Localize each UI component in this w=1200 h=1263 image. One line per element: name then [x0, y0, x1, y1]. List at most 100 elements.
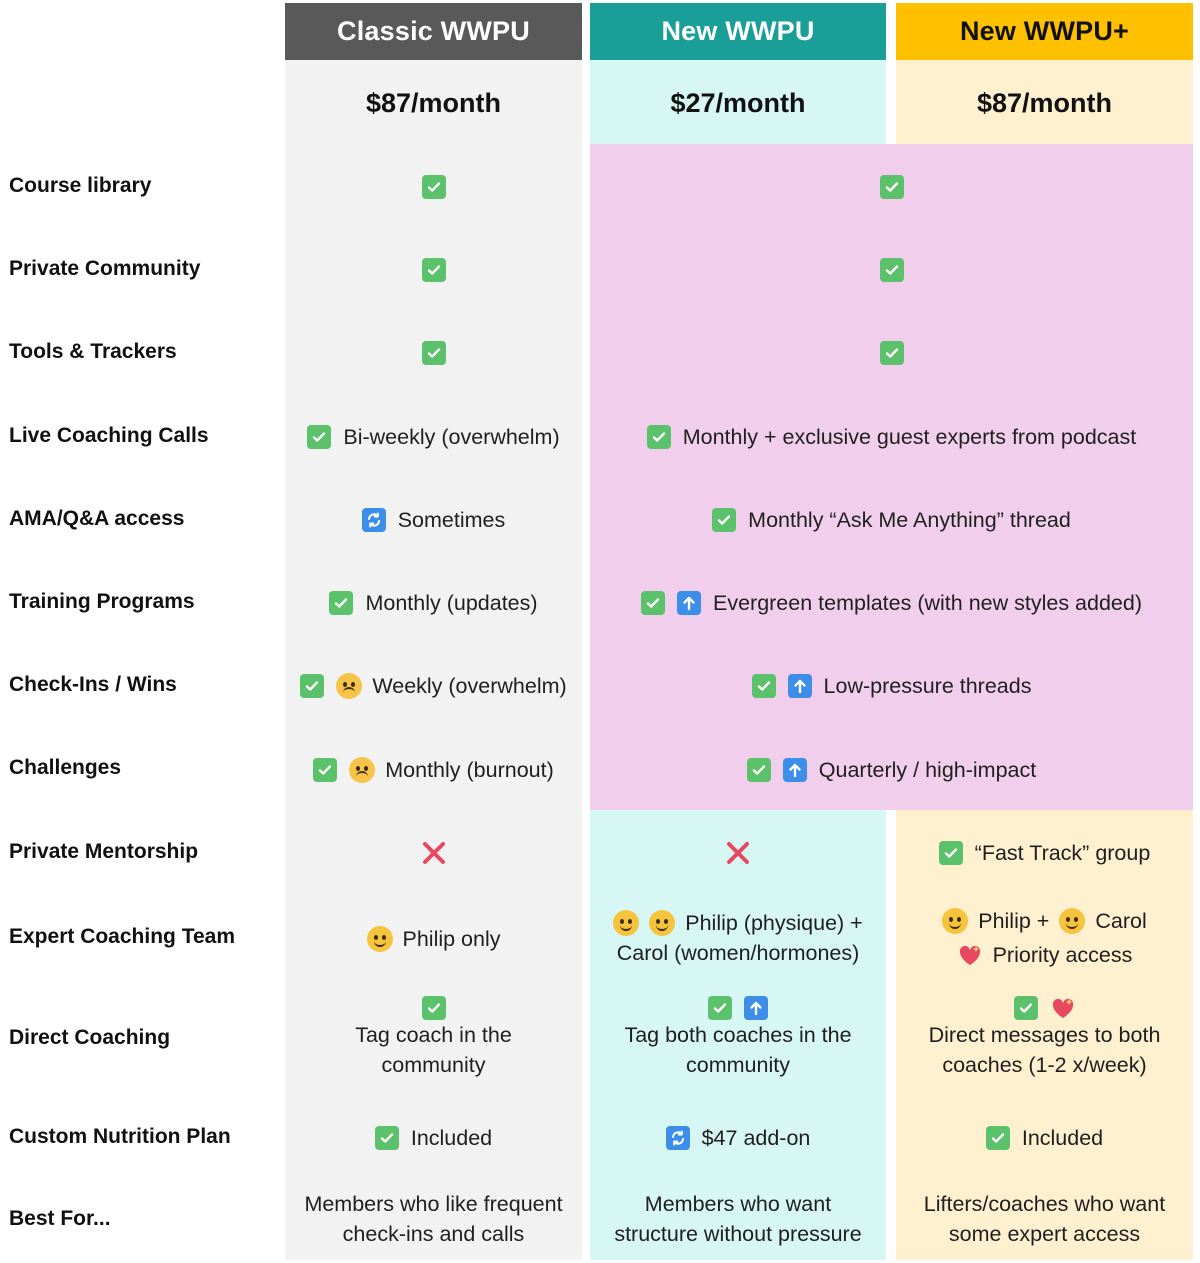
cell-text: Direct messages to both [928, 1023, 1161, 1047]
row-label-direct-coaching: Direct Coaching [9, 1026, 171, 1049]
cell-text: Philip only [402, 927, 501, 951]
cell-text: Tag both coaches in the [624, 1023, 852, 1047]
cell-team-classic: Philip only [285, 924, 582, 954]
cell-checkins-new-plus: Low-pressure threads [590, 671, 1193, 701]
cell-text: Lifters/coaches who want [923, 1192, 1166, 1216]
cell-mentorship-classic [285, 839, 582, 867]
check-icon [640, 591, 665, 615]
cell-text: some expert access [948, 1222, 1141, 1246]
cell-live-new-plus: Monthly + exclusive guest experts from p… [590, 422, 1193, 452]
classic-column-bg [285, 3, 582, 1260]
cell-text: Bi-weekly (overwhelm) [343, 425, 560, 449]
cell-text: Monthly (updates) [365, 591, 538, 615]
check-icon [1013, 996, 1038, 1020]
cell-live-classic: Bi-weekly (overwhelm) [285, 422, 582, 452]
sparkling-heart-icon [957, 943, 983, 967]
up-arrow-icon [787, 674, 812, 698]
cell-text: Carol (women/hormones) [616, 941, 860, 965]
row-label-mentorship: Private Mentorship [9, 840, 199, 863]
sparkling-heart-icon [1050, 996, 1076, 1020]
cell-tools-new-plus [590, 341, 1193, 365]
row-label-nutrition: Custom Nutrition Plan [9, 1125, 231, 1148]
cell-nutrition-classic: Included [285, 1123, 582, 1153]
cell-bestfor-plus: Lifters/coaches who want some expert acc… [896, 1189, 1193, 1249]
cell-text: Quarterly / high-impact [818, 758, 1037, 782]
cell-course-classic [285, 175, 582, 199]
cell-direct-new: Tag both coaches in the community [590, 996, 886, 1080]
row-label-tools-trackers: Tools & Trackers [9, 340, 177, 363]
cell-text: Carol [1095, 909, 1147, 933]
cell-tools-classic [285, 341, 582, 365]
cell-text: Philip + [978, 909, 1050, 933]
row-label-ama: AMA/Q&A access [9, 507, 185, 530]
cell-text: community [381, 1053, 486, 1077]
row-label-training: Training Programs [9, 590, 195, 613]
cell-text: Monthly (burnout) [385, 758, 554, 782]
cell-community-new-plus [590, 258, 1193, 282]
row-label-checkins: Check-Ins / Wins [9, 673, 177, 696]
check-icon [307, 425, 332, 449]
plan-price-plus: $87/month [976, 87, 1113, 118]
cell-bestfor-classic: Members who like frequent check-ins and … [285, 1189, 582, 1249]
cell-text: Monthly + exclusive guest experts from p… [682, 425, 1137, 449]
row-label-private-community: Private Community [9, 257, 201, 280]
worried-face-icon [349, 757, 376, 783]
cell-mentorship-plus: “Fast Track” group [896, 838, 1193, 868]
cell-direct-plus: Direct messages to both coaches (1-2 x/w… [896, 996, 1193, 1080]
up-arrow-icon [744, 996, 768, 1020]
cell-text: check-ins and calls [342, 1222, 525, 1246]
cell-text: Priority access [992, 943, 1133, 967]
cell-team-plus: Philip + Carol Priority access [896, 904, 1193, 972]
grinning-face-icon [1059, 908, 1086, 934]
cell-text: Weekly (overwhelm) [372, 674, 567, 698]
up-arrow-icon [676, 591, 701, 615]
cell-text: $47 add-on [701, 1126, 811, 1150]
cell-text: “Fast Track” group [974, 841, 1151, 865]
cell-text: community [686, 1053, 790, 1077]
grinning-face-icon [649, 910, 676, 936]
cell-text: Tag coach in the [355, 1023, 512, 1047]
worried-face-icon [336, 673, 363, 699]
cell-text: coaches (1-2 x/week) [942, 1053, 1147, 1077]
check-icon [708, 996, 732, 1020]
row-label-coaching-team: Expert Coaching Team [9, 925, 235, 948]
cycle-arrows-icon [361, 508, 386, 532]
check-icon [938, 841, 963, 865]
check-icon [421, 996, 446, 1020]
cell-text: structure without pressure [614, 1222, 862, 1246]
check-icon [313, 758, 338, 782]
check-icon [300, 674, 325, 698]
check-icon [751, 674, 776, 698]
check-icon [985, 1126, 1010, 1150]
row-label-best-for: Best For... [9, 1207, 111, 1230]
cell-direct-classic: Tag coach in the community [285, 996, 582, 1080]
cell-text: Monthly “Ask Me Anything” thread [748, 508, 1071, 532]
cell-challenges-new-plus: Quarterly / high-impact [590, 755, 1193, 785]
plan-header-plus: New WWPU+ [896, 3, 1193, 60]
up-arrow-icon [782, 758, 807, 782]
cell-checkins-classic: Weekly (overwhelm) [285, 671, 582, 701]
check-icon [879, 175, 904, 199]
cell-course-new-plus [590, 175, 1193, 199]
cell-bestfor-new: Members who want structure without press… [590, 1189, 886, 1249]
smiling-face-icon [613, 910, 640, 936]
check-icon [879, 258, 904, 282]
cell-community-classic [285, 258, 582, 282]
cross-mark-icon [420, 839, 448, 867]
cell-team-new: Philip (physique) + Carol (women/hormone… [590, 908, 886, 968]
cell-text: Members who want [644, 1192, 832, 1216]
cell-nutrition-plus: Included [896, 1123, 1193, 1153]
check-icon [329, 591, 354, 615]
plan-header-classic: Classic WWPU [285, 3, 582, 60]
cell-text: Sometimes [397, 508, 506, 532]
cycle-arrows-icon [665, 1126, 690, 1150]
row-label-challenges: Challenges [9, 756, 122, 779]
plan-header-new: New WWPU [590, 3, 886, 60]
cell-mentorship-new [590, 839, 886, 867]
check-icon [646, 425, 671, 449]
smiling-face-icon [942, 908, 969, 934]
check-icon [746, 758, 771, 782]
check-icon [879, 341, 904, 365]
cell-text: Evergreen templates (with new styles add… [712, 591, 1142, 615]
check-icon [712, 508, 737, 532]
